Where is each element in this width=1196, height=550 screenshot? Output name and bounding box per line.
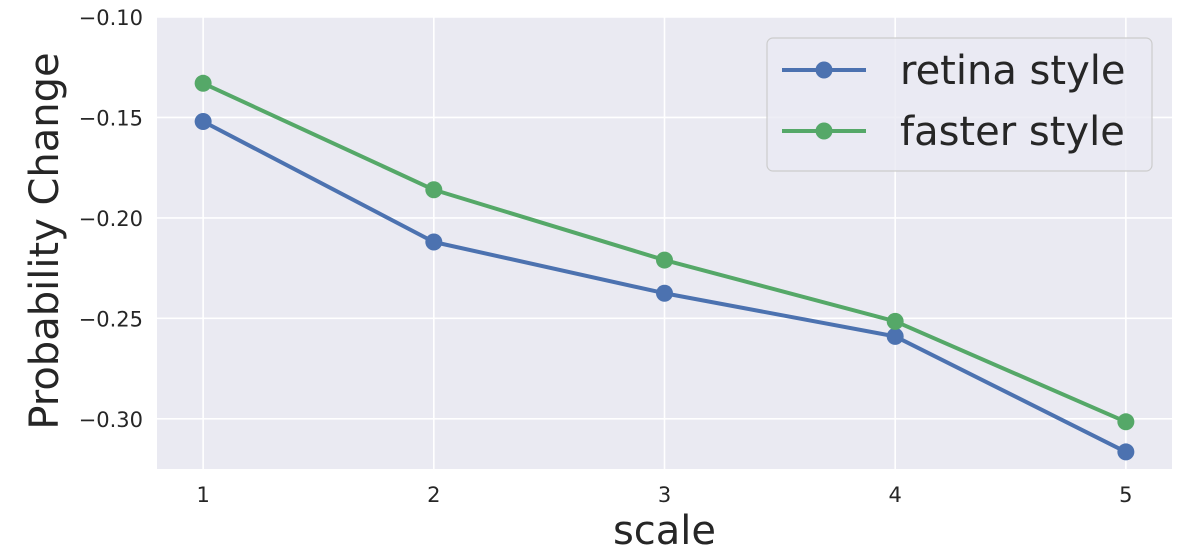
legend: retina style faster style bbox=[766, 37, 1153, 172]
legend-marker bbox=[815, 61, 833, 79]
legend-label: retina style bbox=[900, 48, 1125, 94]
data-point bbox=[194, 74, 212, 92]
data-point bbox=[656, 251, 673, 269]
series-layer bbox=[194, 74, 1135, 461]
y-tick-label: −0.10 bbox=[79, 6, 143, 30]
data-point bbox=[425, 181, 443, 199]
legend-marker bbox=[815, 122, 833, 140]
legend-label: faster style bbox=[900, 109, 1125, 155]
data-point bbox=[425, 233, 443, 251]
data-point bbox=[886, 327, 904, 345]
data-point bbox=[194, 112, 212, 130]
tick-labels: 1 2 3 4 5 −0.30 −0.25 −0.20 −0.15 −0.10 bbox=[79, 6, 1133, 507]
x-tick-label: 4 bbox=[888, 483, 901, 507]
x-tick-label: 3 bbox=[658, 483, 671, 507]
x-tick-label: 1 bbox=[196, 483, 209, 507]
y-axis-label: Probability Change bbox=[22, 52, 68, 429]
data-point bbox=[1117, 413, 1135, 431]
x-axis-label: scale bbox=[613, 508, 716, 546]
data-point bbox=[656, 284, 673, 302]
data-point bbox=[886, 312, 904, 330]
y-tick-label: −0.15 bbox=[79, 106, 143, 130]
y-tick-label: −0.25 bbox=[79, 307, 143, 331]
x-tick-label: 2 bbox=[427, 483, 440, 507]
data-point bbox=[1117, 443, 1135, 461]
x-tick-label: 5 bbox=[1119, 483, 1132, 507]
y-tick-label: −0.30 bbox=[79, 408, 143, 432]
y-tick-label: −0.20 bbox=[79, 207, 143, 231]
